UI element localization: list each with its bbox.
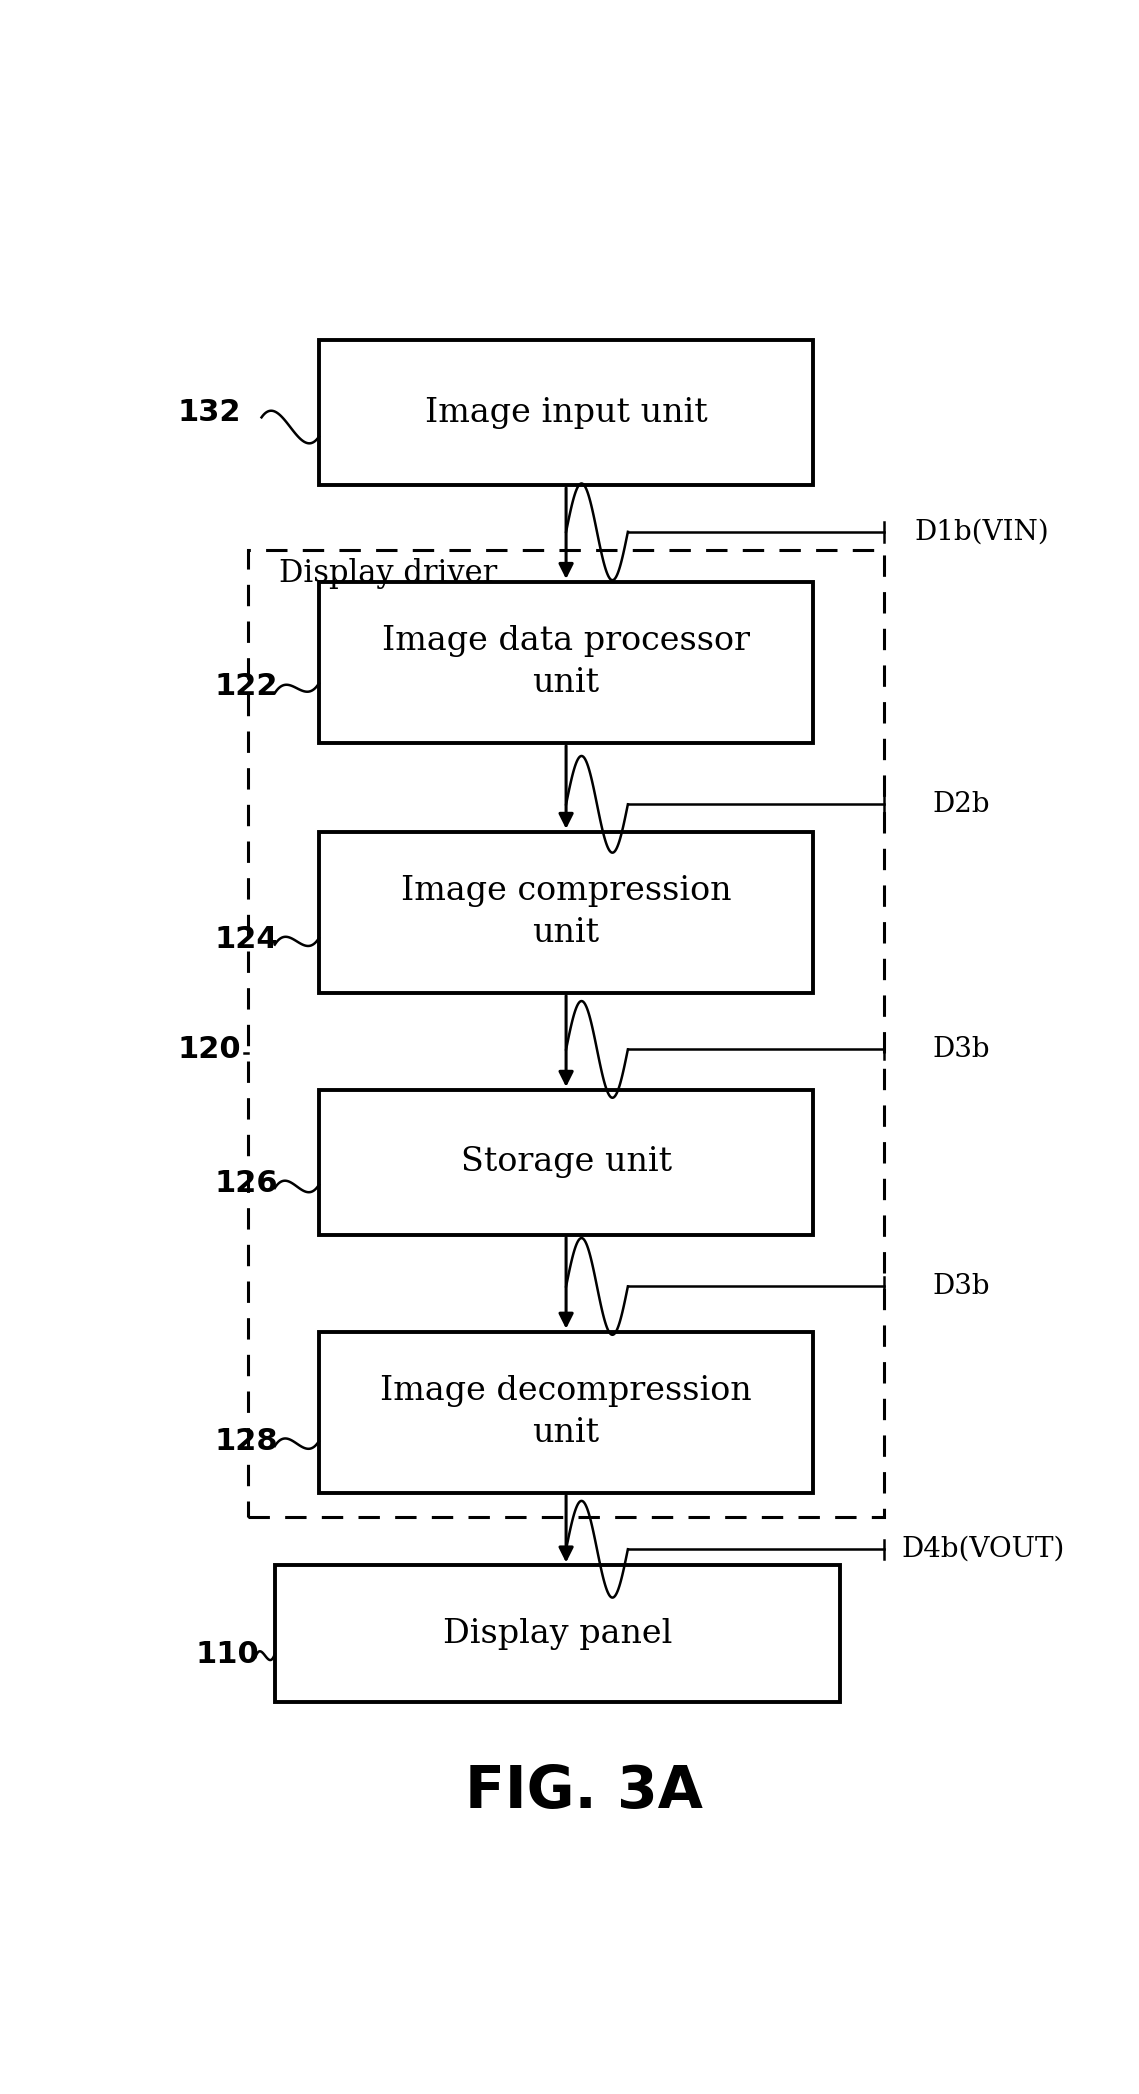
Bar [319, 339, 813, 486]
Text: FIG. 3A: FIG. 3A [465, 1763, 703, 1820]
Text: Image data processor
unit: Image data processor unit [382, 626, 751, 699]
Text: D3b: D3b [933, 1037, 990, 1064]
Text: 122: 122 [215, 672, 278, 701]
Text: 126: 126 [215, 1168, 278, 1198]
Bar [274, 1566, 839, 1702]
Text: Image input unit: Image input unit [425, 396, 707, 429]
Text: 124: 124 [215, 926, 278, 955]
Text: D3b: D3b [933, 1273, 990, 1300]
Text: D4b(VOUT): D4b(VOUT) [902, 1535, 1065, 1562]
Text: D1b(VIN): D1b(VIN) [915, 519, 1049, 544]
Bar [319, 1332, 813, 1493]
Text: Display driver: Display driver [279, 559, 498, 588]
Text: 120: 120 [178, 1034, 241, 1064]
Text: 110: 110 [196, 1640, 259, 1669]
Text: Storage unit: Storage unit [460, 1145, 672, 1179]
Text: Display panel: Display panel [443, 1619, 672, 1650]
Bar [319, 582, 813, 743]
Text: D2b: D2b [933, 792, 990, 819]
Text: 132: 132 [178, 398, 241, 427]
Bar [248, 549, 884, 1516]
Bar [319, 1089, 813, 1235]
Text: Image compression
unit: Image compression unit [401, 875, 731, 949]
Text: Image decompression
unit: Image decompression unit [380, 1376, 752, 1449]
Bar [319, 831, 813, 993]
Text: 128: 128 [215, 1426, 278, 1455]
